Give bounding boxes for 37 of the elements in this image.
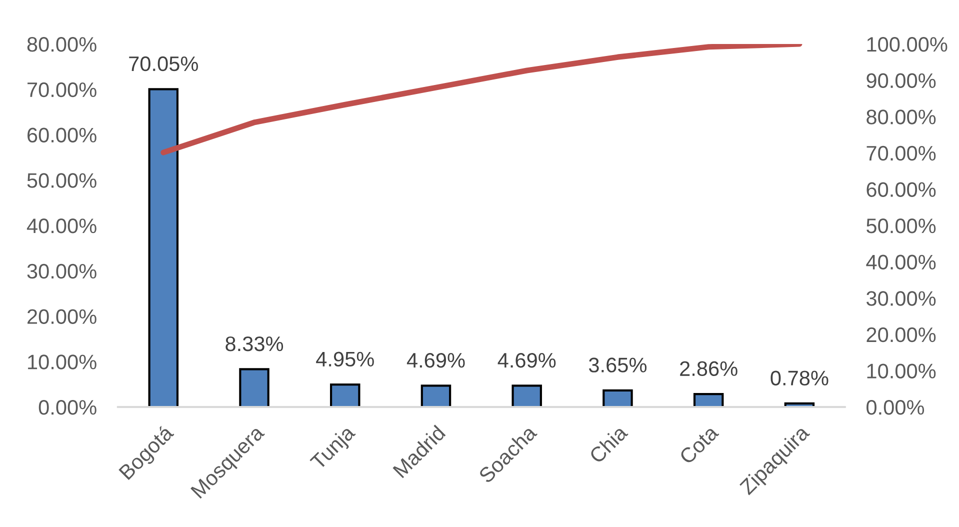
bar [330, 383, 360, 407]
y-tick-label: 50.00% [27, 173, 96, 188]
y-tick-label: 70.00% [28, 82, 96, 98]
y-tick-label: 60.00% [28, 128, 96, 143]
y2-tick-label: 30.00% [866, 291, 936, 306]
y2-tick-label: 20.00% [866, 327, 936, 342]
bar [602, 389, 633, 407]
y2-tick-label: 100.00% [867, 37, 948, 52]
data-label: 3.65% [588, 358, 647, 372]
data-label: 4.95% [316, 352, 374, 367]
bar [512, 384, 542, 407]
y2-tick-label: 0.00% [866, 400, 924, 415]
y-tick-label: 0.00% [38, 400, 96, 415]
y-tick-label: 30.00% [27, 264, 96, 279]
x-tick-label: Chia [588, 424, 629, 464]
y-tick-label: 40.00% [26, 218, 96, 234]
y2-tick-label: 90.00% [866, 73, 936, 88]
y2-tick-label: 80.00% [866, 110, 936, 124]
bar [693, 392, 724, 407]
y2-tick-label: 70.00% [866, 146, 936, 161]
data-label: 4.69% [406, 352, 465, 368]
y-tick-label: 20.00% [28, 309, 96, 324]
y2-tick-label: 60.00% [866, 182, 936, 197]
y-tick-label: 80.00% [27, 37, 96, 52]
bar [148, 88, 179, 407]
y-tick-label: 10.00% [28, 354, 96, 370]
x-tick-label: Cota [678, 424, 720, 465]
bar [420, 384, 452, 407]
data-label: 2.86% [680, 361, 738, 376]
y2-tick-label: 50.00% [866, 218, 936, 234]
bar [239, 368, 270, 407]
y2-tick-label: 40.00% [866, 254, 936, 270]
y2-tick-label: 10.00% [867, 364, 936, 378]
data-label: 0.78% [770, 370, 828, 386]
data-label: 70.05% [129, 56, 198, 72]
data-label: 8.33% [226, 336, 284, 352]
data-label: 4.69% [498, 352, 556, 368]
